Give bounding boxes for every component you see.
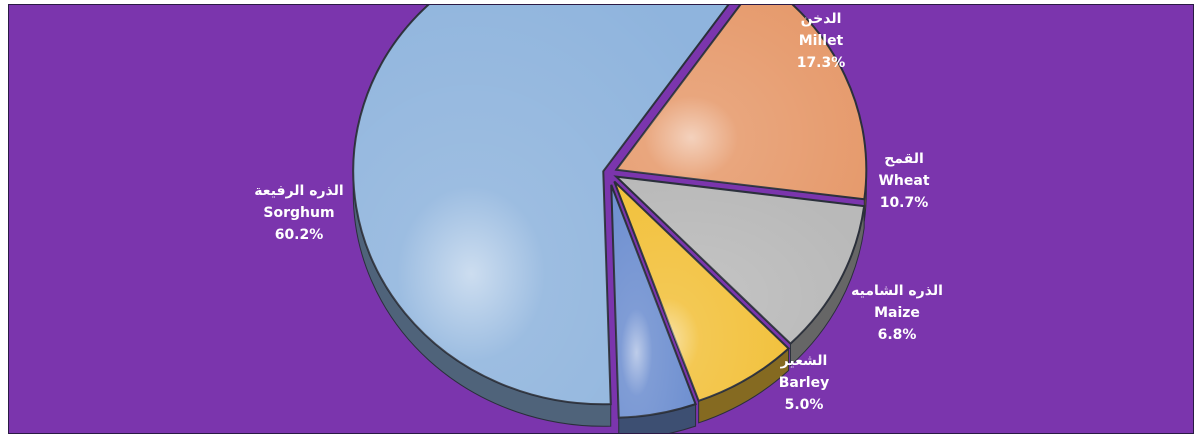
slice-value-label: 60.2% — [275, 227, 324, 243]
slice-label-ar: الشعير — [780, 353, 828, 369]
slice-label-ar: الذره الشاميه — [851, 283, 943, 299]
pie-slice-highlight — [614, 181, 789, 401]
pie-chart: الدخن Millet 17.3% القمح Wheat 10.7% الذره الش… — [254, 5, 943, 433]
slice-value-label: 5.0% — [785, 397, 824, 413]
slice-label-en: Millet — [799, 33, 844, 49]
slice-value-label: 10.7% — [880, 195, 929, 211]
slice-label-en: Sorghum — [263, 205, 334, 221]
slice-label-ar: الذره الرفيعة — [254, 183, 343, 199]
pie-slice-highlight — [611, 184, 696, 418]
slice-value-label: 17.3% — [797, 55, 846, 71]
chart-area: الدخن Millet 17.3% القمح Wheat 10.7% الذره الش… — [8, 4, 1194, 434]
slice-label-en: Barley — [779, 375, 829, 391]
slice-label-ar: الدخن — [801, 11, 842, 27]
slice-value-label: 6.8% — [878, 327, 917, 343]
pie-slice-highlight — [353, 5, 729, 405]
slice-label-en: Maize — [874, 305, 920, 321]
slice-label-ar: القمح — [884, 151, 924, 167]
slice-label-en: Wheat — [878, 173, 929, 189]
pie-slice-highlight — [616, 176, 865, 344]
pie-slice-highlight — [616, 5, 867, 200]
